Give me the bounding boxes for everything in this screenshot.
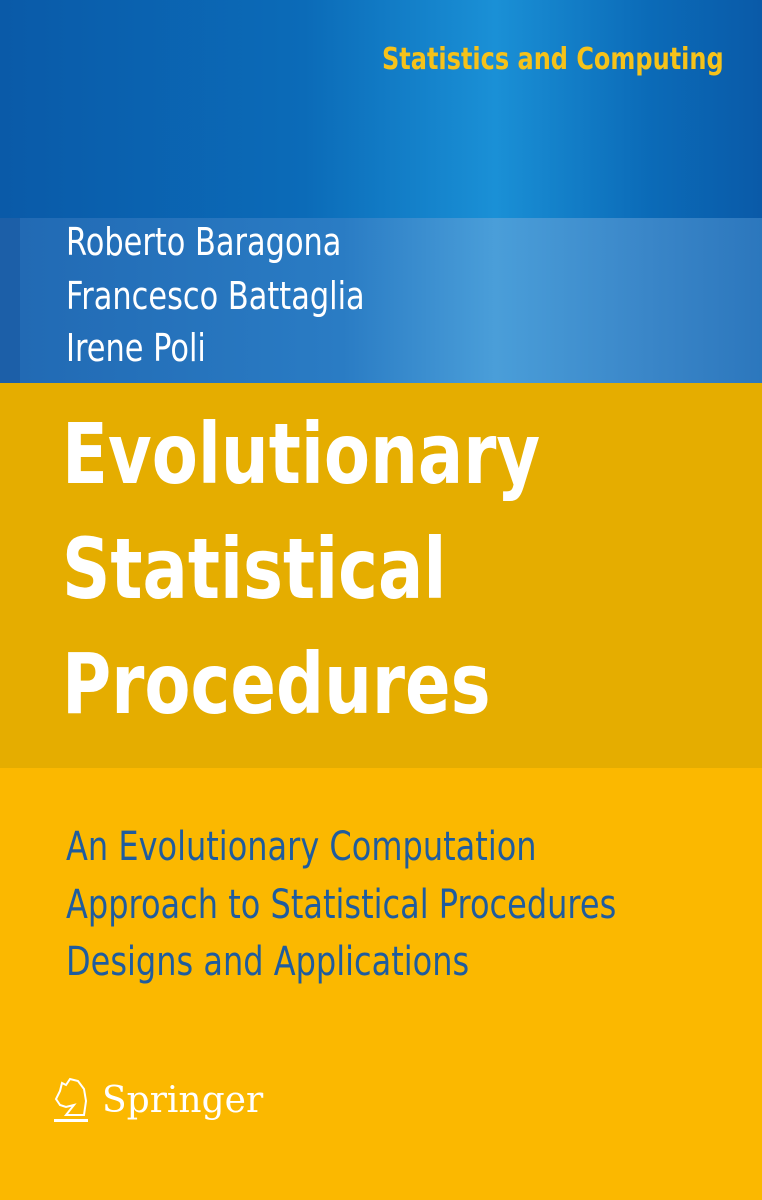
author-name: Irene Poli — [66, 326, 206, 370]
subtitle-band: An Evolutionary Computation Approach to … — [0, 768, 762, 1200]
series-title: Statistics and Computing — [382, 42, 724, 77]
book-title-line: Statistical — [62, 520, 447, 618]
springer-horse-icon — [54, 1077, 88, 1122]
authors-band: Roberto Baragona Francesco Battaglia Ire… — [0, 218, 762, 383]
subtitle-line: Approach to Statistical Procedures — [66, 882, 617, 928]
author-name: Roberto Baragona — [66, 220, 342, 264]
subtitle-line: Designs and Applications — [66, 939, 470, 985]
series-band: Statistics and Computing — [0, 0, 762, 218]
publisher-name: Springer — [102, 1079, 264, 1121]
decorative-strip — [0, 218, 20, 383]
subtitle-line: An Evolutionary Computation — [66, 824, 537, 870]
title-band: Evolutionary Statistical Procedures — [0, 383, 762, 768]
book-title-line: Procedures — [62, 635, 491, 733]
publisher-logo: Springer — [52, 1075, 263, 1125]
author-name: Francesco Battaglia — [66, 274, 365, 318]
book-title-line: Evolutionary — [62, 405, 541, 503]
